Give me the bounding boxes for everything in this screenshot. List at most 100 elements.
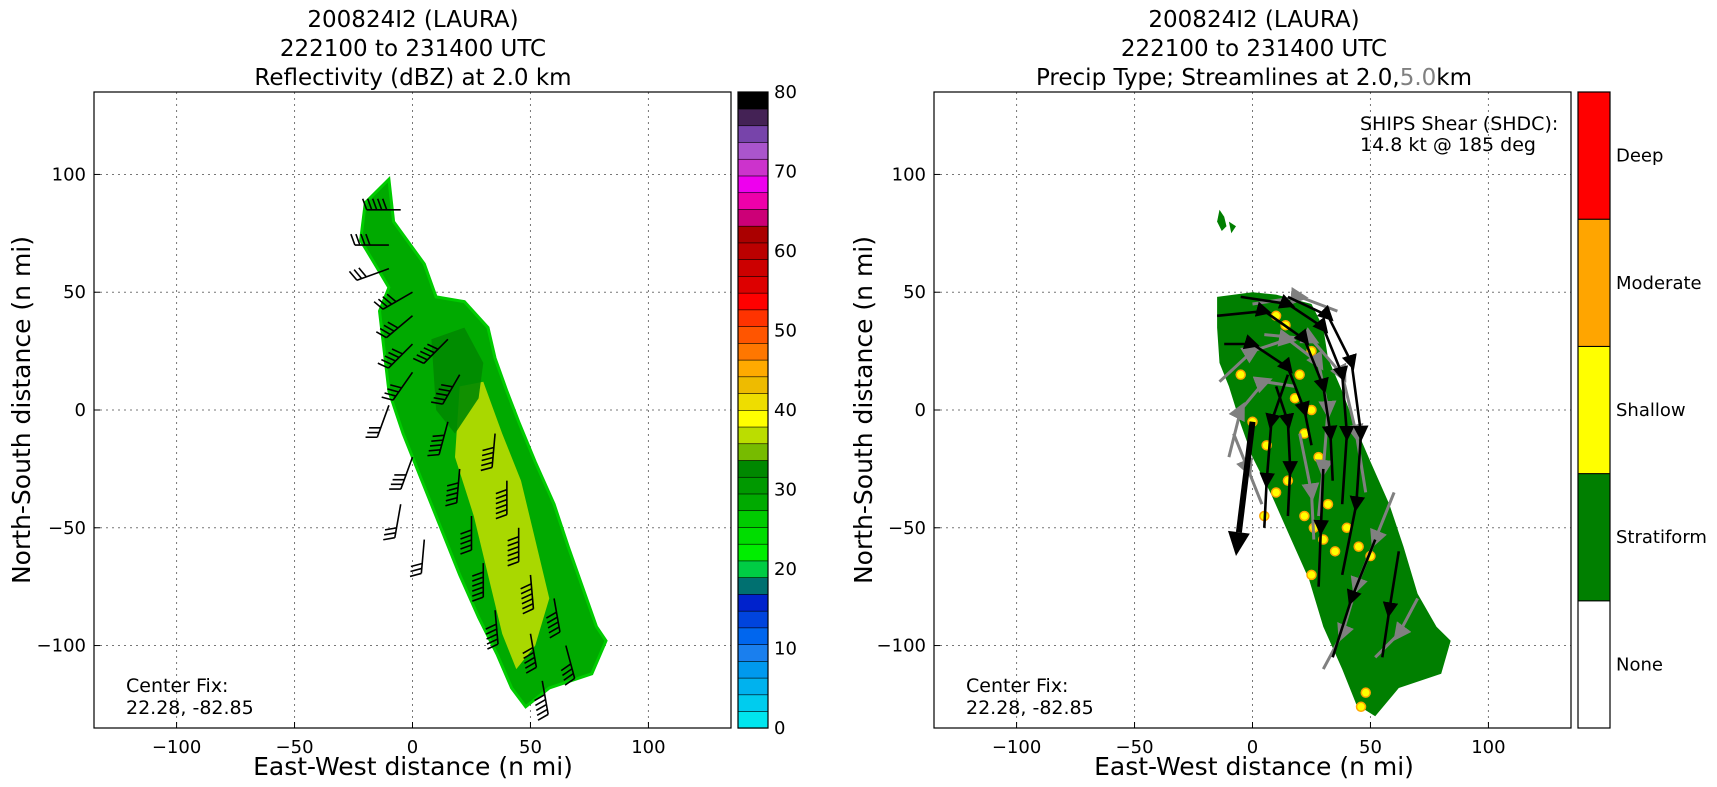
chart-title-line-1: 200824I2 (LAURA)	[1148, 7, 1359, 33]
barb-flag	[436, 392, 448, 397]
wind-barb	[431, 374, 461, 405]
x-tick-labels: −100 −50 0 50 100	[152, 737, 666, 758]
category-swatch	[1577, 218, 1611, 347]
y-tick-label: 100	[892, 164, 926, 185]
barb-flag	[481, 456, 494, 462]
barb-flag	[522, 646, 534, 655]
barb-flag	[560, 663, 572, 672]
barb-flag	[381, 198, 388, 211]
colorbar-swatch	[737, 409, 769, 428]
title-5km-part: 5.0	[1400, 65, 1437, 91]
wind-barb	[460, 516, 473, 555]
barb-flag	[564, 677, 576, 686]
x-tick-label: −100	[152, 737, 201, 758]
y-tick-label: −100	[877, 636, 926, 657]
barb-flag	[446, 492, 458, 497]
colorbar-swatch	[737, 91, 769, 110]
category-label: Deep	[1616, 146, 1663, 167]
shallow-cell	[1313, 451, 1324, 463]
reflectivity-panel: 200824I2 (LAURA) 222100 to 231400 UTC Re…	[7, 7, 797, 781]
barb-flag	[355, 233, 361, 246]
y-tick-label: −50	[48, 518, 86, 539]
barb-flag	[547, 621, 559, 629]
barb-flag	[428, 448, 441, 452]
wind-barb	[365, 405, 390, 439]
chart-title-line-2: 222100 to 231400 UTC	[280, 36, 546, 62]
barb-flag	[376, 198, 383, 211]
barb-flag	[431, 401, 443, 405]
barb-flag	[546, 616, 558, 624]
streamline-5km	[1298, 433, 1320, 540]
wind-barb	[389, 456, 414, 490]
barb-flag	[350, 233, 356, 246]
barb-flag	[431, 439, 444, 442]
colorbar-swatch	[737, 359, 769, 378]
barb-flag	[536, 708, 548, 716]
wind-barb	[520, 574, 535, 615]
y-axis-label: North-South distance (n mi)	[7, 236, 36, 584]
colorbar-tick-label: 0	[774, 718, 785, 739]
barb-flag	[495, 488, 508, 495]
shallow-cell	[1235, 369, 1246, 380]
barb-flag	[387, 321, 399, 329]
barb-flag	[472, 581, 484, 587]
wind-barb	[377, 343, 414, 369]
x-tick-label: −50	[276, 737, 314, 758]
x-tick-label: 0	[1247, 737, 1258, 758]
colorbar-swatch	[737, 577, 769, 595]
colorbar-swatch	[737, 392, 769, 411]
shear-value: 14.8 kt @ 185 deg	[1360, 134, 1536, 156]
colorbar-tick-labels: 0 10 20 30 40 50 60 70 80	[774, 82, 797, 739]
barb-flag	[433, 396, 446, 401]
category-swatch	[1577, 600, 1611, 729]
barb-flag	[485, 623, 497, 630]
x-tick-labels: −100 −50 0 50 100	[992, 737, 1506, 758]
barb-flag	[423, 347, 435, 354]
barb-flag	[383, 536, 395, 541]
colorbar-swatch	[737, 125, 769, 143]
barb-flag	[495, 493, 508, 500]
barb-flag	[412, 357, 425, 365]
barb-flag	[472, 571, 484, 577]
colorbar-tick-label: 50	[774, 321, 797, 342]
shallow-cell	[1299, 510, 1310, 522]
echo-core-region	[431, 327, 484, 434]
chart-title-line-3: Precip Type; Streamlines at 2.0,5.0km	[1036, 65, 1472, 91]
barb-flag	[384, 527, 397, 531]
wind-barb	[560, 645, 576, 686]
streamline-2km	[1331, 539, 1377, 658]
x-tick-label: −50	[1116, 737, 1154, 758]
barb-flag	[495, 508, 508, 515]
colorbar-swatch	[737, 593, 769, 612]
barb-flag	[445, 497, 458, 502]
colorbar-swatch	[737, 141, 769, 160]
barb-flag	[416, 354, 428, 361]
colorbar-swatch	[737, 108, 769, 127]
y-tick-label: 100	[52, 164, 86, 185]
colorbar-swatch	[737, 242, 769, 260]
y-tick-labels: −100 −50 0 50 100	[37, 164, 86, 656]
barb-staff	[541, 680, 549, 715]
y-tick-label: −50	[888, 518, 926, 539]
wind-barb	[445, 468, 461, 507]
barb-flag	[481, 461, 493, 467]
barb-flag	[460, 549, 472, 555]
colorbar	[737, 91, 769, 729]
wind-barb	[507, 527, 520, 567]
colorbar-swatch	[737, 476, 769, 495]
barb-flag	[549, 631, 561, 639]
shallow-cell	[1353, 541, 1364, 552]
barb-flag	[377, 362, 389, 369]
x-tick-label: 0	[407, 737, 418, 758]
wind-barb	[350, 233, 389, 246]
streamline-2km	[1313, 468, 1330, 587]
barb-flag	[486, 638, 498, 645]
wind-barb	[375, 315, 414, 339]
barb-flag	[525, 666, 537, 674]
barb-flag	[409, 572, 422, 578]
colorbar-swatch	[737, 694, 769, 712]
chart-title-line-1: 200824I2 (LAURA)	[307, 7, 518, 33]
category-swatch	[1577, 345, 1611, 475]
y-tick-label: 0	[915, 400, 926, 421]
streamlines	[1216, 287, 1419, 670]
